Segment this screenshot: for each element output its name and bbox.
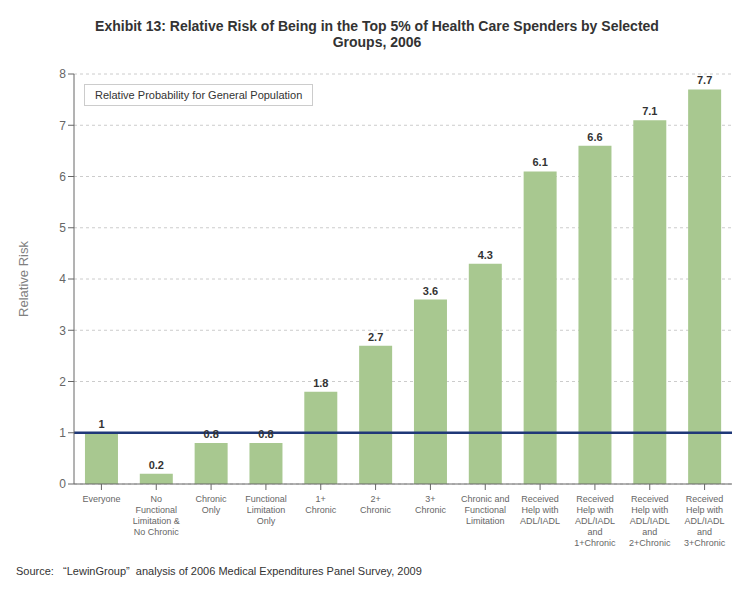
- svg-text:Relative Risk: Relative Risk: [16, 241, 31, 317]
- svg-text:4.3: 4.3: [478, 249, 493, 261]
- svg-text:ReceivedHelp withADL/IADLand1+: ReceivedHelp withADL/IADLand1+Chronic: [574, 494, 616, 548]
- svg-text:3+Chronic: 3+Chronic: [415, 494, 447, 515]
- svg-text:2+Chronic: 2+Chronic: [360, 494, 392, 515]
- svg-text:7: 7: [59, 119, 66, 133]
- svg-text:1: 1: [98, 418, 104, 430]
- svg-text:3.6: 3.6: [423, 285, 438, 297]
- svg-text:1.8: 1.8: [313, 377, 328, 389]
- html-text:Exhibit 13: Relative Risk of B: Exhibit 13: Relative Risk of Being in th…: [95, 18, 659, 50]
- svg-text:3: 3: [59, 324, 66, 338]
- svg-text:Chronic andFunctionalLimitatio: Chronic andFunctionalLimitation: [461, 494, 510, 526]
- svg-text:ReceivedHelp withADL/IADL: ReceivedHelp withADL/IADL: [520, 494, 560, 526]
- svg-text:FunctionalLimitationOnly: FunctionalLimitationOnly: [245, 494, 287, 526]
- svg-text:2: 2: [59, 375, 66, 389]
- svg-text:ReceivedHelp withADL/IADLand3+: ReceivedHelp withADL/IADLand3+Chronic: [684, 494, 726, 548]
- svg-text:6.1: 6.1: [532, 156, 547, 168]
- svg-text:NoFunctionalLimitation &No Chr: NoFunctionalLimitation &No Chronic: [133, 494, 180, 537]
- html-text:Relative Probability for Gener: Relative Probability for General Populat…: [95, 89, 303, 101]
- svg-text:8: 8: [59, 67, 66, 81]
- svg-text:1: 1: [59, 426, 66, 440]
- svg-text:0: 0: [59, 477, 66, 491]
- svg-text:Everyone: Everyone: [82, 494, 120, 504]
- svg-text:2.7: 2.7: [368, 331, 383, 343]
- svg-text:0.2: 0.2: [149, 459, 164, 471]
- svg-text:6: 6: [59, 170, 66, 184]
- svg-text:7.1: 7.1: [642, 105, 657, 117]
- svg-text:0.8: 0.8: [203, 428, 218, 440]
- svg-text:4: 4: [59, 272, 66, 286]
- html-text:Source: “LewinGroup” analysis: Source: “LewinGroup” analysis of 2006 Me…: [16, 565, 422, 577]
- svg-text:5: 5: [59, 221, 66, 235]
- svg-text:6.6: 6.6: [587, 131, 602, 143]
- svg-text:ChronicOnly: ChronicOnly: [196, 494, 228, 515]
- svg-text:0.8: 0.8: [258, 428, 273, 440]
- svg-text:7.7: 7.7: [697, 74, 712, 86]
- svg-text:1+Chronic: 1+Chronic: [305, 494, 337, 515]
- svg-text:ReceivedHelp withADL/IADLand2+: ReceivedHelp withADL/IADLand2+Chronic: [629, 494, 671, 548]
